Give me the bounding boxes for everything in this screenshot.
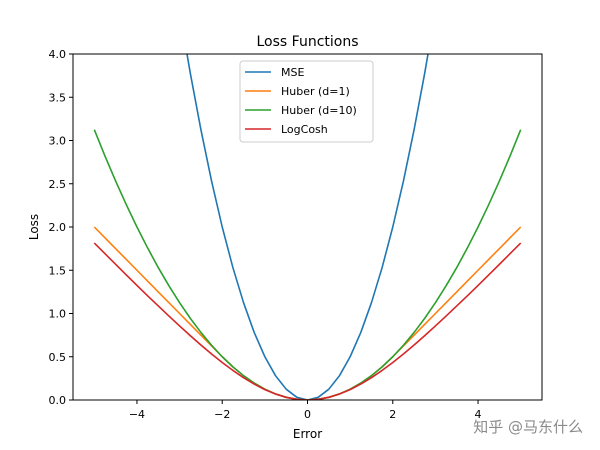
series-line-logcosh [93, 242, 522, 400]
y-tick-label: 3.5 [49, 91, 67, 104]
x-tick-label: 4 [475, 408, 482, 421]
y-tick-label: 1.5 [49, 264, 67, 277]
y-tick-label: 0.0 [49, 394, 67, 407]
legend-label: MSE [281, 66, 304, 79]
series-line-huber-d-1- [93, 226, 522, 400]
y-axis-label: Loss [27, 214, 41, 240]
series-line-huber-d-10- [93, 129, 522, 400]
y-tick-label: 3.0 [49, 135, 67, 148]
series-line-mse [186, 54, 429, 400]
chart-title: Loss Functions [257, 34, 359, 50]
x-axis: −4 −2 0 2 4 [129, 400, 482, 421]
x-tick-label: −2 [214, 408, 230, 421]
series-layer [93, 54, 522, 400]
y-tick-label: 1.0 [49, 308, 67, 321]
legend-label: LogCosh [281, 123, 328, 136]
y-tick-label: 4.0 [49, 48, 67, 61]
x-axis-label: Error [293, 427, 322, 441]
x-tick-label: −4 [129, 408, 145, 421]
watermark: 知乎 @马东什么 [473, 418, 583, 436]
legend-box [239, 60, 374, 143]
legend-label: Huber (d=10) [281, 104, 357, 117]
y-axis: 0.0 0.5 1.0 1.5 2.0 2.5 3.0 3.5 4.0 [49, 48, 73, 407]
y-tick-label: 0.5 [49, 351, 67, 364]
x-tick-label: 2 [389, 408, 396, 421]
legend: MSE Huber (d=1) Huber (d=10) LogCosh [239, 60, 374, 143]
y-tick-label: 2.0 [49, 221, 67, 234]
legend-label: Huber (d=1) [281, 85, 350, 98]
x-tick-label: 0 [304, 408, 311, 421]
y-tick-label: 2.5 [49, 178, 67, 191]
